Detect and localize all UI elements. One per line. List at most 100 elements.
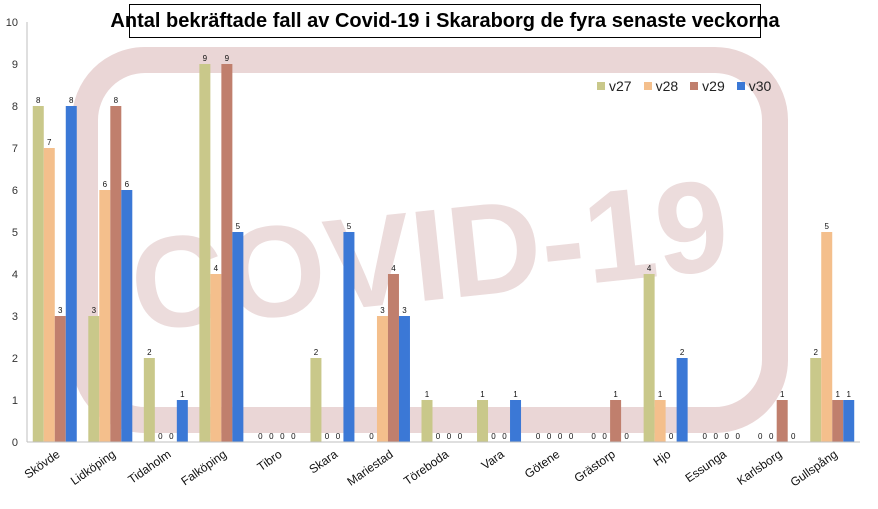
bar-v30 [232,232,244,442]
bar-value-label: 0 [702,432,707,441]
x-tick-label: Falköping [178,447,229,488]
bar-value-label: 8 [69,96,74,105]
bar-v28 [43,148,55,442]
bar-v28 [376,316,388,442]
bar-v30 [843,400,855,442]
bar-v30 [398,316,410,442]
bar-v29 [221,64,233,442]
bar-value-label: 1 [425,390,430,399]
bar-group: 9 4 9 5 [199,54,244,442]
bar-v30 [121,190,133,442]
y-tick-label: 9 [12,59,18,71]
legend-swatch [643,82,652,90]
bar-value-label: 0 [436,432,441,441]
bar-v27 [310,358,322,442]
bar-value-label: 0 [325,432,330,441]
bar-group: 20 01 [143,348,188,442]
bar-v27 [810,358,822,442]
x-tick-label: Mariestad [344,447,395,489]
bar-value-label: 0 [447,432,452,441]
bar-value-label: 1 [780,390,785,399]
bar-value-label: 9 [225,54,230,63]
bar-value-label: 4 [391,264,396,273]
bar-v30 [176,400,188,442]
legend-swatch [690,82,699,90]
bar-v27 [143,358,155,442]
legend-swatch [736,82,745,90]
bar-value-label: 5 [236,222,241,231]
bar-v29 [776,400,788,442]
bar-value-label: 2 [314,348,319,357]
bar-value-label: 5 [347,222,352,231]
bar-value-label: 0 [280,432,285,441]
bar-value-label: 0 [569,432,574,441]
bar-value-label: 0 [769,432,774,441]
bar-value-label: 7 [47,138,52,147]
bar-v27 [643,274,655,442]
bar-group: 0 010 [758,390,796,442]
bar-value-label: 8 [36,96,41,105]
y-tick-label: 10 [6,17,18,29]
bar-value-label: 9 [203,54,208,63]
x-tick-label: Tidaholm [125,447,173,487]
y-tick-label: 0 [12,437,18,449]
covid-19-watermark: COVID-19 [72,47,788,433]
bar-value-label: 2 [147,348,152,357]
bar-v30 [343,232,355,442]
bar-group: 4 1 0 2 [643,264,688,442]
bar-group: 20 05 [310,222,355,442]
bar-v30 [676,358,688,442]
bar-value-label: 0 [558,432,563,441]
bar-value-label: 0 [713,432,718,441]
legend-label: v29 [702,78,725,94]
x-tick-label: Tibro [255,447,285,474]
bar-value-label: 0 [602,432,607,441]
bar-value-label: 0 [491,432,496,441]
bar-value-label: 0 [547,432,552,441]
bar-value-label: 3 [402,306,407,315]
bar-value-label: 1 [847,390,852,399]
bar-v27 [32,106,44,442]
bar-value-label: 0 [724,432,729,441]
bar-value-label: 6 [125,180,130,189]
bar-value-label: 1 [480,390,485,399]
bar-value-label: 0 [291,432,296,441]
bar-group: 3 6 8 6 [88,96,133,442]
bar-value-label: 1 [180,390,185,399]
legend-label: v30 [748,78,772,94]
bar-value-label: 0 [336,432,341,441]
bar-value-label: 0 [591,432,596,441]
bar-value-label: 6 [103,180,108,189]
bar-v28 [99,190,111,442]
bar-v27 [477,400,489,442]
x-tick-label: Karlsborg [734,447,784,488]
legend-label: v27 [609,78,632,94]
x-tick-label: Gullspång [788,447,840,489]
bar-v29 [110,106,122,442]
bar-v30 [510,400,522,442]
bar-value-label: 0 [669,432,674,441]
bar-group: 8 7 3 8 [32,96,77,442]
bar-group: 0 010 [591,390,629,442]
bar-value-label: 0 [458,432,463,441]
bar-value-label: 0 [169,432,174,441]
bar-value-label: 5 [825,222,830,231]
x-tick-label: Skara [306,447,340,477]
y-tick-label: 3 [12,311,18,323]
bar-value-label: 3 [380,306,385,315]
y-tick-label: 5 [12,227,18,239]
bar-v28 [821,232,833,442]
bar-value-label: 0 [624,432,629,441]
bar-group: 1 0 0 1 [477,390,522,442]
bar-value-label: 3 [92,306,97,315]
bar-value-label: 0 [536,432,541,441]
bar-v28 [210,274,222,442]
bar-v29 [610,400,622,442]
x-tick-label: Skövde [22,447,63,482]
bar-v29 [387,274,399,442]
